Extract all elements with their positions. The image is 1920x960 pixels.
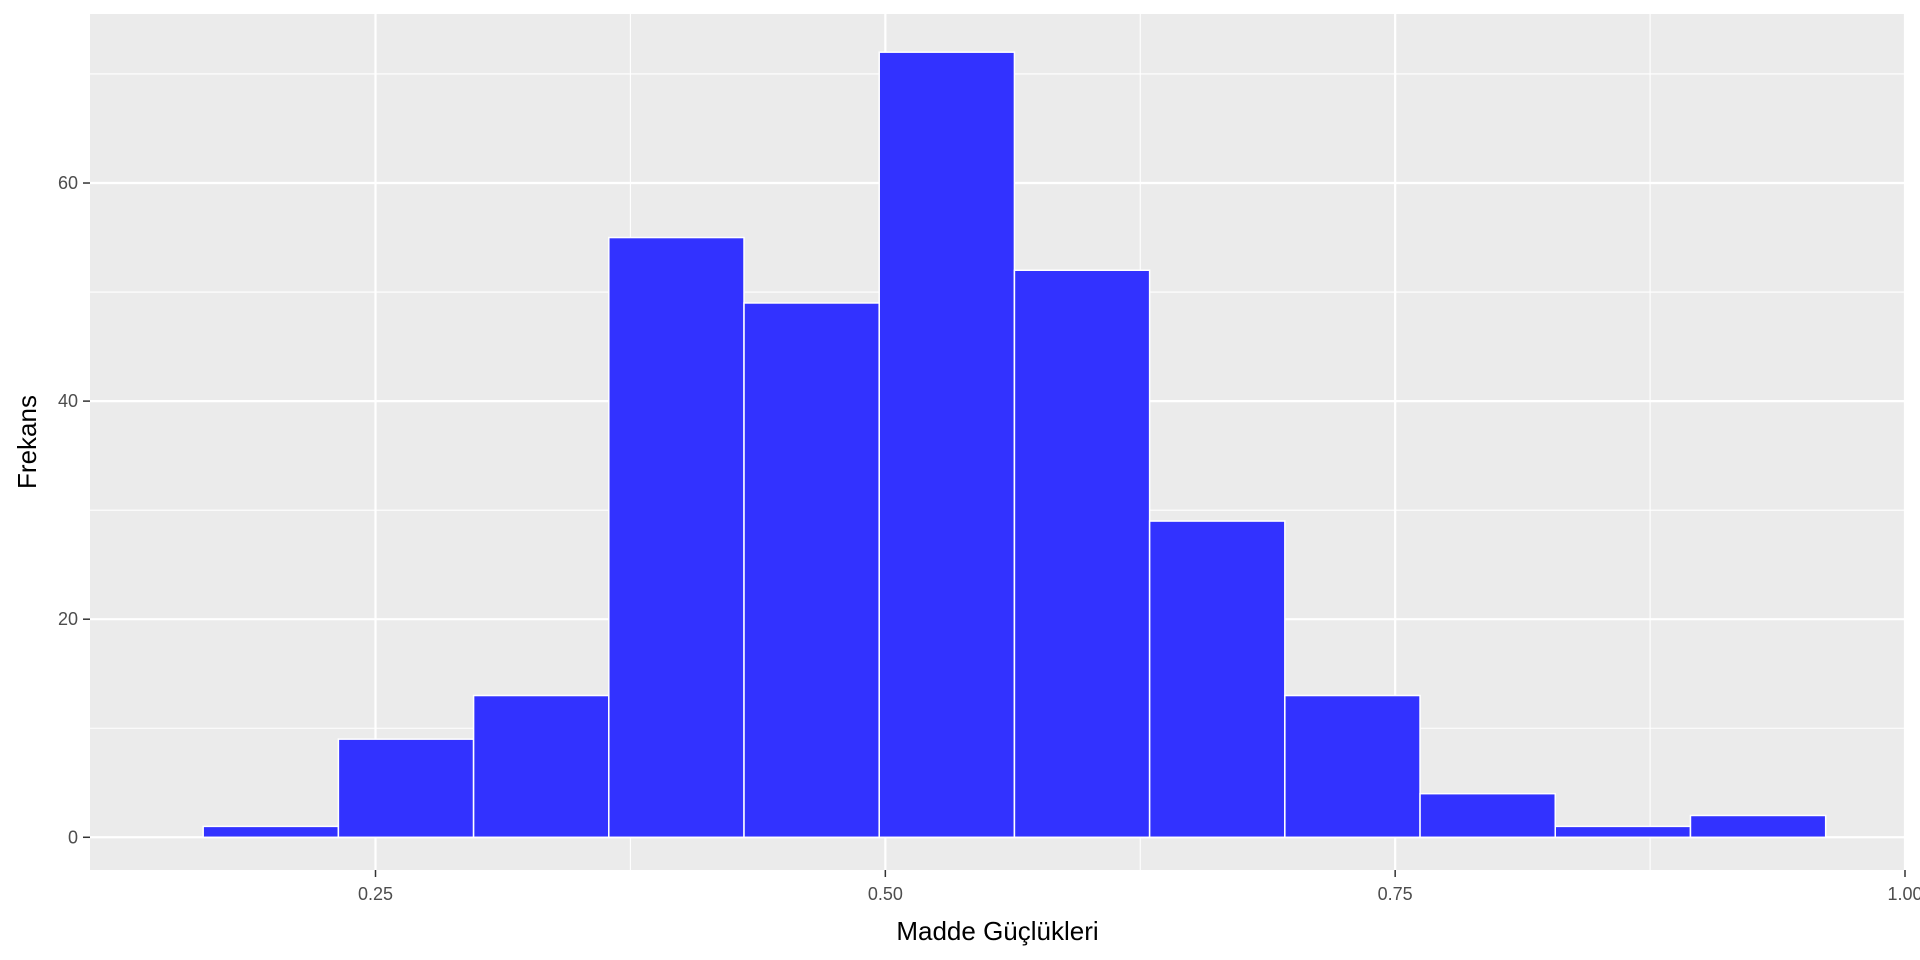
y-tick-label: 60 xyxy=(58,173,78,193)
x-tick-label: 0.50 xyxy=(868,884,903,904)
histogram-bar xyxy=(1148,520,1286,839)
x-tick-label: 1.00 xyxy=(1887,884,1920,904)
y-tick-label: 20 xyxy=(58,609,78,629)
histogram-bar xyxy=(1419,792,1557,839)
histogram-bar xyxy=(472,694,610,839)
x-tick-label: 0.25 xyxy=(358,884,393,904)
x-tick-label: 0.75 xyxy=(1378,884,1413,904)
histogram-bar xyxy=(337,738,475,839)
histogram-bar xyxy=(878,51,1016,839)
x-axis-title: Madde Güçlükleri xyxy=(896,916,1098,946)
histogram-bar xyxy=(1013,269,1151,839)
histogram-bar xyxy=(1689,814,1827,839)
x-axis: 0.25 0.50 0.75 1.00 xyxy=(358,870,1920,904)
histogram-bar xyxy=(1554,825,1692,839)
histogram-bar xyxy=(608,236,745,839)
histogram-bar xyxy=(202,825,340,839)
y-axis-title: Frekans xyxy=(12,395,42,489)
y-tick-label: 0 xyxy=(68,827,78,847)
histogram-bars xyxy=(202,51,1827,839)
histogram-bar xyxy=(1284,694,1421,839)
y-tick-label: 40 xyxy=(58,391,78,411)
y-axis: 0 20 40 60 xyxy=(58,173,90,847)
histogram-bar xyxy=(743,302,880,839)
